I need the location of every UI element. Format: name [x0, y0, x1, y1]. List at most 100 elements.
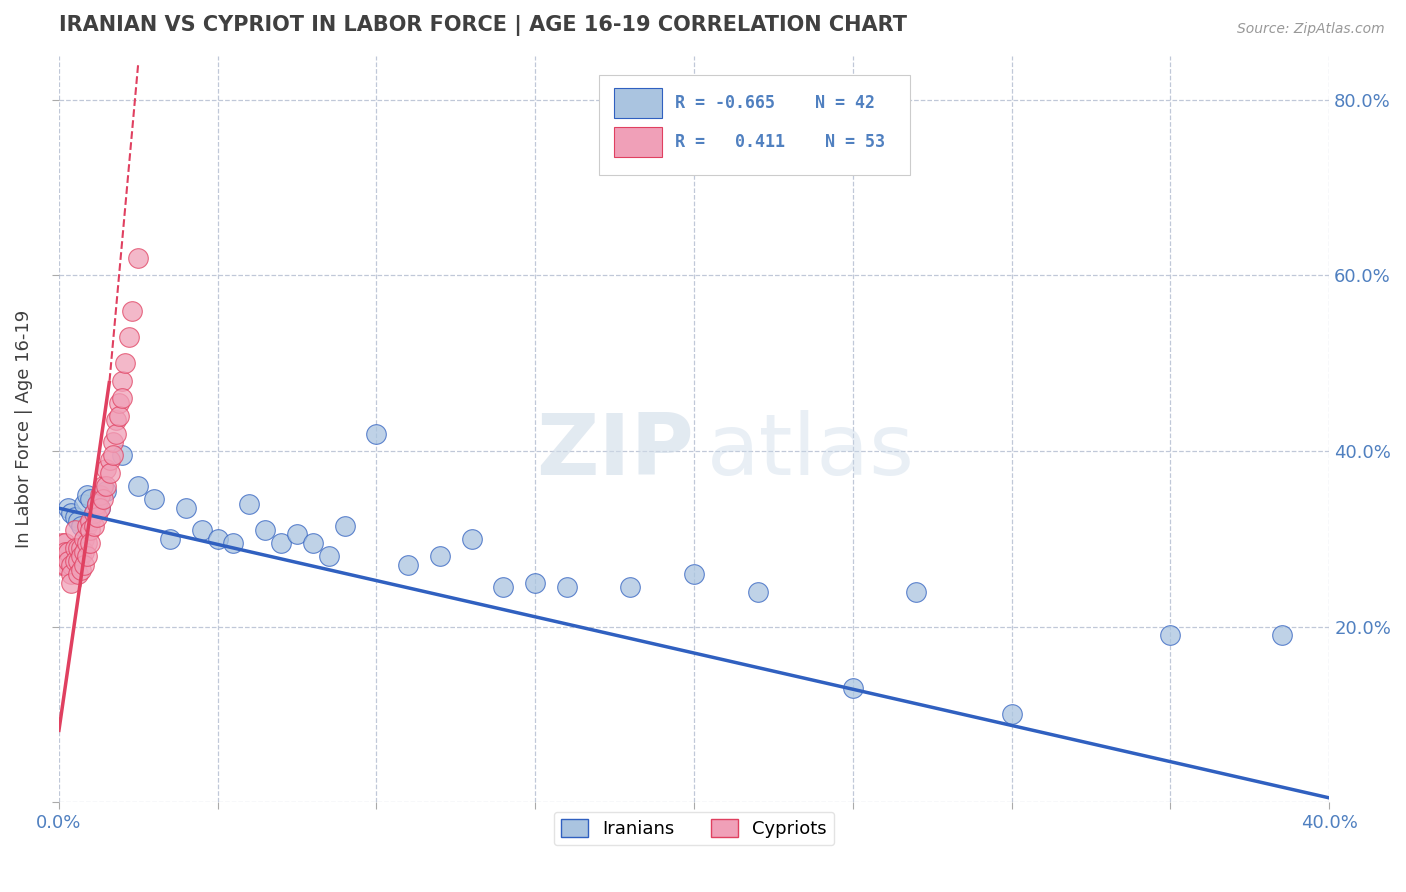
- Point: [127, 251, 149, 265]
- Point: [66, 554, 89, 568]
- Point: [96, 483, 118, 498]
- Point: [114, 356, 136, 370]
- Text: Source: ZipAtlas.com: Source: ZipAtlas.com: [1237, 22, 1385, 37]
- Point: [63, 523, 86, 537]
- Point: [111, 374, 134, 388]
- Point: [58, 545, 80, 559]
- Point: [101, 435, 124, 450]
- Point: [83, 506, 105, 520]
- Point: [73, 532, 96, 546]
- Point: [683, 566, 706, 581]
- Point: [63, 541, 86, 555]
- Point: [121, 303, 143, 318]
- Point: [91, 492, 114, 507]
- Point: [285, 527, 308, 541]
- Point: [73, 558, 96, 573]
- Point: [117, 330, 139, 344]
- Point: [111, 449, 134, 463]
- Point: [366, 426, 388, 441]
- Text: R = -0.665    N = 42: R = -0.665 N = 42: [675, 94, 875, 112]
- Y-axis label: In Labor Force | Age 16-19: In Labor Force | Age 16-19: [15, 310, 32, 549]
- Point: [555, 580, 578, 594]
- Point: [101, 449, 124, 463]
- Point: [270, 536, 292, 550]
- Point: [79, 536, 101, 550]
- Point: [460, 532, 482, 546]
- Point: [63, 510, 86, 524]
- Point: [89, 501, 111, 516]
- Point: [66, 541, 89, 555]
- Point: [70, 563, 93, 577]
- Point: [53, 545, 76, 559]
- Point: [143, 492, 166, 507]
- Point: [238, 497, 260, 511]
- Point: [76, 518, 98, 533]
- Point: [53, 558, 76, 573]
- Point: [53, 536, 76, 550]
- Point: [190, 523, 212, 537]
- Point: [96, 461, 118, 475]
- Point: [91, 479, 114, 493]
- Point: [108, 409, 131, 423]
- Point: [83, 518, 105, 533]
- Point: [747, 584, 769, 599]
- Point: [492, 580, 515, 594]
- Point: [429, 549, 451, 564]
- Point: [70, 549, 93, 564]
- Point: [89, 501, 111, 516]
- Point: [76, 488, 98, 502]
- Point: [524, 575, 547, 590]
- Point: [58, 554, 80, 568]
- Legend: Iranians, Cypriots: Iranians, Cypriots: [554, 812, 834, 846]
- Point: [98, 453, 121, 467]
- Point: [76, 549, 98, 564]
- Point: [127, 479, 149, 493]
- Text: ZIP: ZIP: [536, 410, 695, 493]
- Point: [73, 545, 96, 559]
- Point: [159, 532, 181, 546]
- Point: [108, 396, 131, 410]
- Point: [89, 488, 111, 502]
- Point: [207, 532, 229, 546]
- Point: [58, 501, 80, 516]
- Point: [76, 536, 98, 550]
- FancyBboxPatch shape: [614, 88, 662, 118]
- Point: [66, 514, 89, 528]
- Point: [79, 523, 101, 537]
- Point: [79, 492, 101, 507]
- Point: [63, 554, 86, 568]
- Point: [60, 566, 83, 581]
- Point: [66, 566, 89, 581]
- Point: [1271, 628, 1294, 642]
- Point: [60, 575, 83, 590]
- Point: [60, 558, 83, 573]
- Point: [51, 536, 73, 550]
- Point: [83, 506, 105, 520]
- Point: [70, 541, 93, 555]
- Point: [111, 392, 134, 406]
- Point: [51, 549, 73, 564]
- Point: [619, 580, 641, 594]
- Point: [905, 584, 928, 599]
- Point: [86, 510, 108, 524]
- Text: atlas: atlas: [707, 410, 915, 493]
- Point: [174, 501, 197, 516]
- Point: [301, 536, 323, 550]
- Text: R =   0.411    N = 53: R = 0.411 N = 53: [675, 133, 884, 151]
- FancyBboxPatch shape: [614, 127, 662, 157]
- Point: [396, 558, 419, 573]
- Point: [1001, 707, 1024, 722]
- Point: [96, 479, 118, 493]
- Point: [70, 518, 93, 533]
- Point: [73, 497, 96, 511]
- Point: [1159, 628, 1181, 642]
- Point: [104, 413, 127, 427]
- Point: [318, 549, 340, 564]
- Point: [51, 558, 73, 573]
- Point: [79, 514, 101, 528]
- Point: [333, 518, 356, 533]
- Point: [60, 506, 83, 520]
- Point: [222, 536, 245, 550]
- FancyBboxPatch shape: [599, 75, 910, 176]
- Point: [254, 523, 277, 537]
